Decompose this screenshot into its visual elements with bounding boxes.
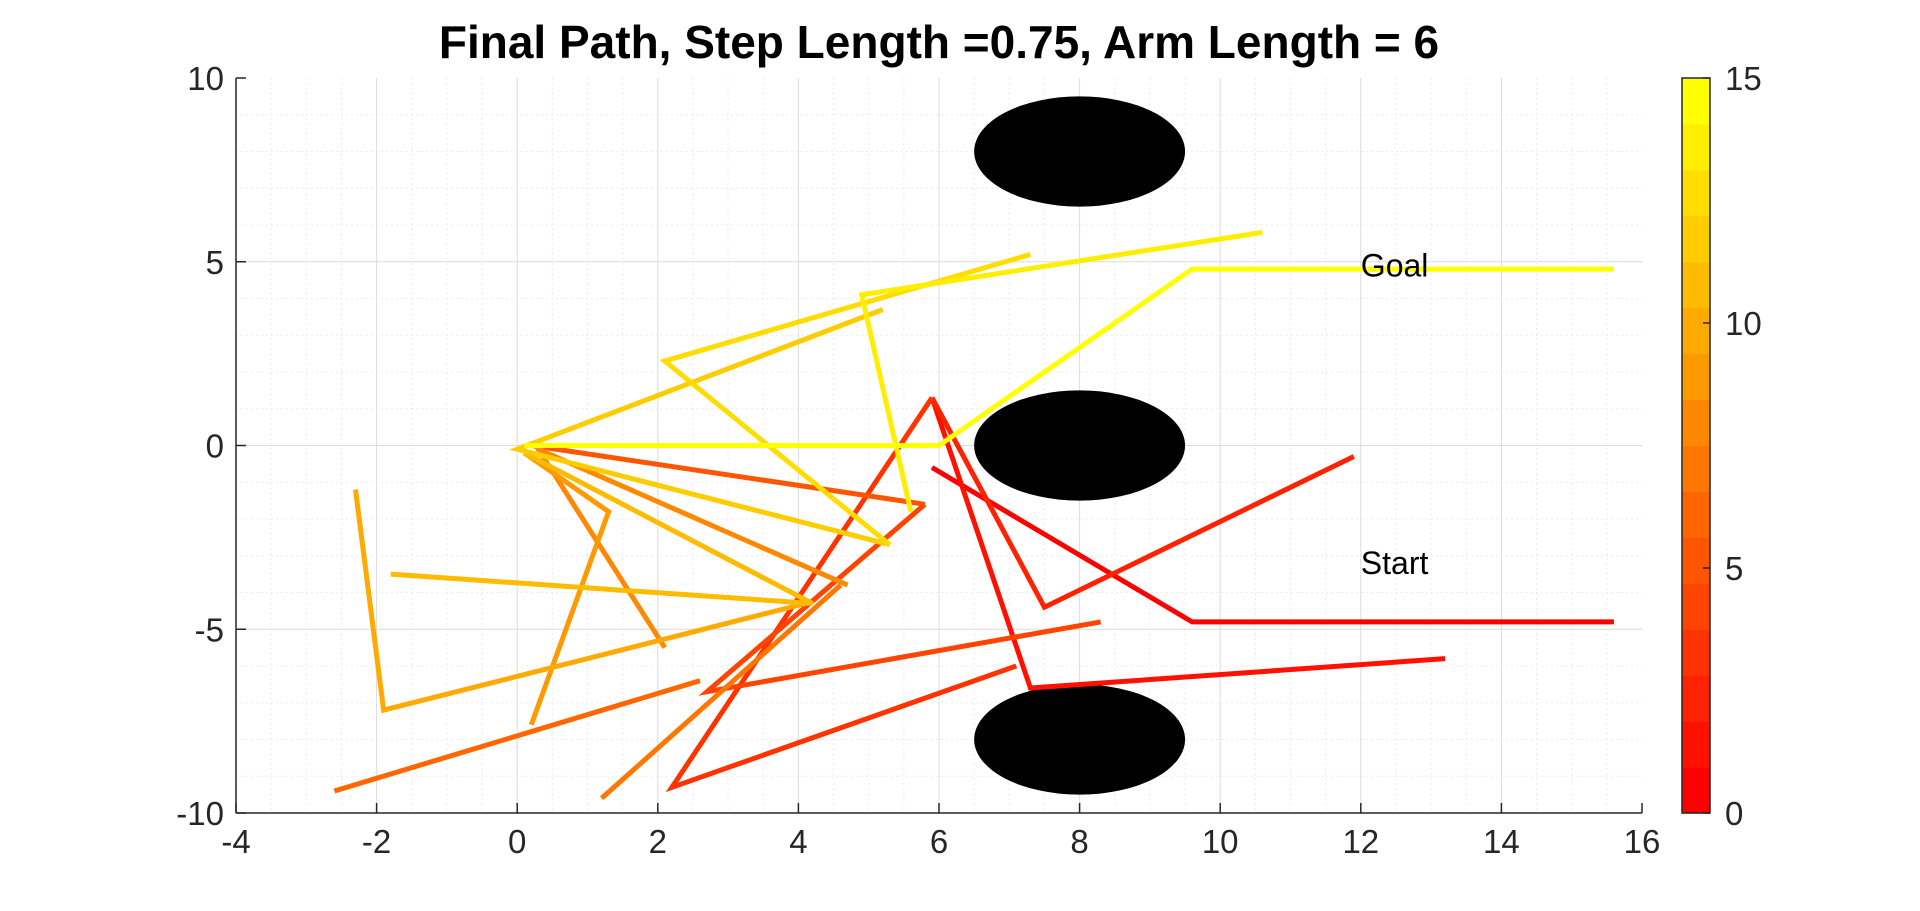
obstacle-2	[974, 390, 1186, 501]
colorbar-segment	[1682, 78, 1710, 125]
colorbar-tick-label: 5	[1725, 550, 1743, 587]
arm-path-step-5	[530, 443, 926, 507]
arm-path-step-7	[599, 583, 843, 801]
arm-path-step-15	[524, 266, 1614, 448]
x-tick-label: 8	[1070, 823, 1088, 860]
arm-path-step-6	[333, 678, 701, 794]
annotations: Goal Start	[1361, 247, 1429, 581]
colorbar-segment	[1682, 261, 1710, 309]
x-tick-label: 12	[1342, 823, 1379, 860]
arm-paths	[333, 229, 1614, 801]
y-tick-label: 10	[187, 60, 224, 97]
colorbar-segment	[1682, 675, 1710, 722]
x-tick-label: -2	[362, 823, 391, 860]
obstacle-1	[974, 96, 1186, 207]
colorbar-segment	[1682, 767, 1710, 814]
obstacles	[974, 96, 1186, 795]
x-tick-label: 14	[1483, 823, 1520, 860]
annotation-goal: Goal	[1361, 247, 1429, 283]
colorbar-segment	[1682, 629, 1710, 676]
colorbar-segment	[1682, 123, 1710, 171]
arm-path-step-10	[353, 489, 807, 714]
arm-path-step-2	[929, 396, 1355, 611]
arm-path-step-12	[508, 307, 891, 548]
colorbar-segment	[1682, 721, 1710, 768]
arm-path-step-9	[522, 450, 612, 726]
arm-path-step-11	[390, 450, 814, 606]
obstacle-3	[974, 684, 1186, 795]
colorbar-segment	[1682, 537, 1710, 584]
arm-path-step-0	[930, 465, 1614, 625]
x-axis: -4 -2 0 2 4 6 8 10 12 14 16	[221, 803, 1660, 860]
arm-path-step-3	[665, 396, 1018, 793]
x-tick-label: 10	[1202, 823, 1239, 860]
colorbar-segment	[1682, 169, 1710, 217]
colorbar-segment	[1682, 583, 1710, 630]
annotation-start: Start	[1361, 545, 1429, 581]
y-tick-label: 5	[206, 244, 224, 281]
colorbar-segment	[1682, 399, 1710, 447]
arm-path-step-4	[698, 502, 1102, 696]
colorbar-tick-label: 0	[1725, 795, 1743, 832]
colorbar-frame	[1681, 77, 1711, 814]
y-tick-label: 0	[206, 428, 224, 465]
colorbar-segment	[1682, 307, 1710, 355]
colorbar-segment	[1682, 445, 1710, 493]
chart-title: Final Path, Step Length =0.75, Arm Lengt…	[439, 16, 1439, 68]
colorbar-segment	[1682, 215, 1710, 263]
x-tick-label: 0	[508, 823, 526, 860]
colorbar-tick-label: 15	[1725, 60, 1762, 97]
x-tick-label: 6	[930, 823, 948, 860]
arm-path-step-8	[531, 443, 849, 649]
y-tick-label: -10	[176, 795, 224, 832]
arm-path-step-14	[858, 229, 1263, 513]
colorbar-tick-label: 10	[1725, 305, 1762, 342]
x-tick-label: 16	[1624, 823, 1661, 860]
y-axis: 10 5 0 -5 -10	[176, 60, 246, 832]
x-tick-label: -4	[221, 823, 250, 860]
colorbar: 0 5 10 15	[1681, 60, 1762, 832]
colorbar-segment	[1682, 491, 1710, 538]
arm-path-step-1	[929, 396, 1446, 691]
colorbar-segment	[1682, 353, 1710, 401]
x-tick-label: 4	[789, 823, 807, 860]
y-tick-label: -5	[195, 611, 224, 648]
x-tick-label: 2	[649, 823, 667, 860]
